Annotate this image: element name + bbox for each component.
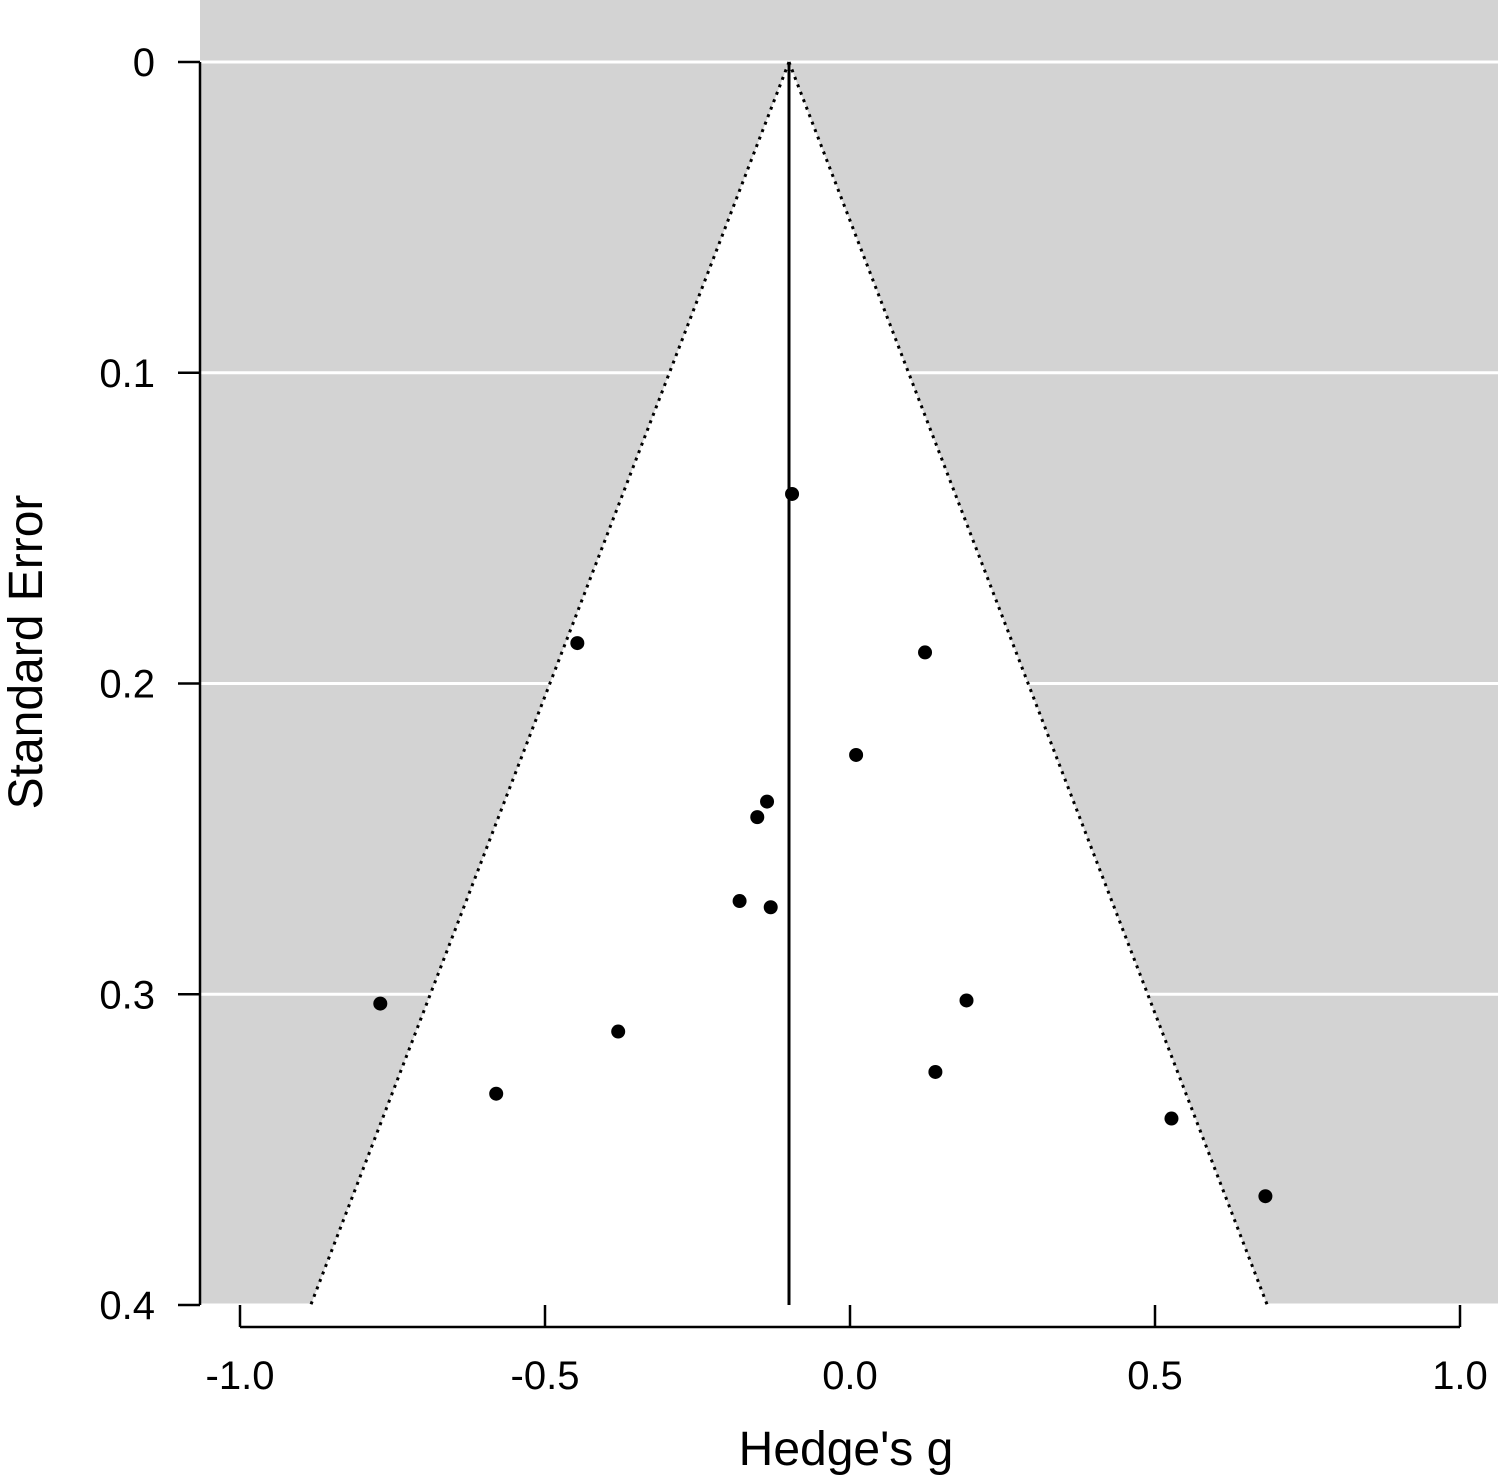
data-point <box>732 894 747 909</box>
data-point <box>1258 1189 1273 1204</box>
data-point <box>785 486 800 501</box>
x-tick-label: -0.5 <box>511 1354 580 1398</box>
y-axis-title: Standard Error <box>0 495 53 810</box>
x-tick-label: 1.0 <box>1432 1354 1488 1398</box>
x-tick-label: 0.5 <box>1127 1354 1183 1398</box>
y-axis: 0 0.1 0.2 0.3 0.4 <box>99 41 202 1328</box>
data-point <box>760 794 775 809</box>
y-tick-label: 0.3 <box>99 973 155 1017</box>
data-point <box>959 993 974 1008</box>
funnel-left-boundary <box>309 61 791 1306</box>
y-tick-label: 0.1 <box>99 352 155 396</box>
data-point <box>611 1024 626 1039</box>
x-tick-label: 0.0 <box>822 1354 878 1398</box>
data-point <box>373 996 388 1011</box>
data-points <box>373 486 1273 1204</box>
data-point <box>763 900 778 915</box>
data-point <box>928 1064 943 1079</box>
x-axis-title: Hedge's g <box>739 1423 954 1476</box>
y-tick-label: 0.4 <box>99 1284 155 1328</box>
data-point <box>1164 1111 1179 1126</box>
y-tick-label: 0 <box>133 41 155 85</box>
data-point <box>849 747 864 762</box>
data-point <box>570 636 585 651</box>
y-tick-label: 0.2 <box>99 663 155 707</box>
x-tick-label: -1.0 <box>206 1354 275 1398</box>
data-point <box>489 1086 504 1101</box>
data-point <box>918 645 933 660</box>
x-axis: -1.0 -0.5 0.0 0.5 1.0 <box>206 1305 1488 1398</box>
funnel-right-boundary <box>787 61 1269 1306</box>
data-point <box>750 810 765 825</box>
